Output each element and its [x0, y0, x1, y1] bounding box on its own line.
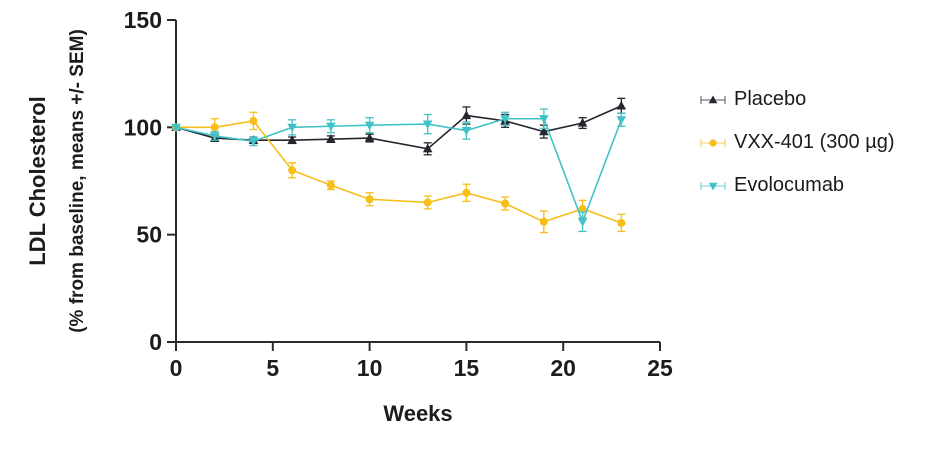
evolocumab-errorbar-marker-icon: [700, 181, 726, 190]
data-point: [326, 181, 335, 190]
legend-label-vxx-401: VXX-401 (300 µg): [734, 131, 895, 153]
data-point: [288, 166, 297, 175]
series-line: [176, 120, 622, 224]
data-point: [248, 137, 259, 147]
series-vxx-401-300-g: [172, 111, 626, 234]
data-point: [709, 138, 717, 147]
data-point: [423, 198, 432, 207]
data-point: [249, 116, 258, 125]
data-point: [326, 134, 336, 143]
series-line: [175, 105, 622, 150]
y-tick-label: 150: [124, 7, 162, 33]
data-point: [616, 100, 627, 110]
vxx-401-errorbar-marker-icon: [700, 138, 726, 147]
x-axis-title: Weeks: [383, 401, 453, 426]
data-point: [171, 123, 181, 133]
data-point: [617, 218, 626, 227]
data-point: [539, 217, 548, 226]
legend-item-vxx-401: VXX-401 (300 µg): [699, 129, 895, 156]
data-point: [539, 115, 549, 124]
data-point: [422, 120, 433, 130]
legend-label-evolocumab: Evolocumab: [734, 174, 845, 196]
data-point: [462, 188, 471, 197]
legend-item-placebo: Placebo: [699, 86, 895, 113]
legend-item-evolocumab: Evolocumab: [699, 172, 895, 199]
data-point: [461, 126, 472, 136]
x-tick-label: 20: [550, 355, 576, 381]
data-point: [577, 218, 588, 227]
y-tick-label: 100: [124, 114, 162, 140]
data-point: [500, 115, 510, 124]
data-point: [539, 126, 549, 136]
data-point: [364, 121, 375, 131]
y-axis-title-line2: (% from baseline, means +/- SEM): [67, 29, 88, 333]
x-tick-label: 15: [454, 355, 480, 381]
y-tick-label: 50: [136, 222, 162, 248]
series-placebo: [171, 97, 627, 156]
data-point: [209, 132, 220, 141]
data-point: [461, 110, 472, 120]
data-point: [326, 122, 336, 132]
data-point: [501, 199, 510, 208]
y-axis: 0 50 100 150: [124, 7, 177, 355]
data-point: [364, 133, 375, 142]
data-point: [708, 95, 718, 103]
data-point: [287, 135, 297, 144]
x-tick-label: 5: [266, 355, 279, 381]
placebo-errorbar-marker-icon: [700, 95, 726, 104]
y-tick-label: 0: [149, 329, 162, 355]
data-point: [708, 182, 718, 190]
x-tick-label: 25: [647, 355, 673, 381]
series-line: [175, 117, 623, 225]
legend: Placebo VXX-401 (300 µg) Evolocumab: [699, 86, 895, 199]
x-tick-label: 0: [170, 355, 183, 381]
x-axis: 0 5 10 15 20 25: [170, 341, 673, 381]
data-point: [365, 195, 374, 204]
data-point: [422, 143, 433, 153]
x-tick-label: 10: [357, 355, 383, 381]
data-point: [616, 116, 627, 125]
legend-label-placebo: Placebo: [734, 88, 807, 110]
data-point: [287, 123, 297, 133]
data-point: [210, 123, 219, 132]
y-axis-title-line1: LDL Cholesterol: [25, 96, 50, 266]
data-point: [578, 204, 587, 213]
data-point: [577, 118, 588, 127]
series-evolocumab: [171, 108, 627, 233]
